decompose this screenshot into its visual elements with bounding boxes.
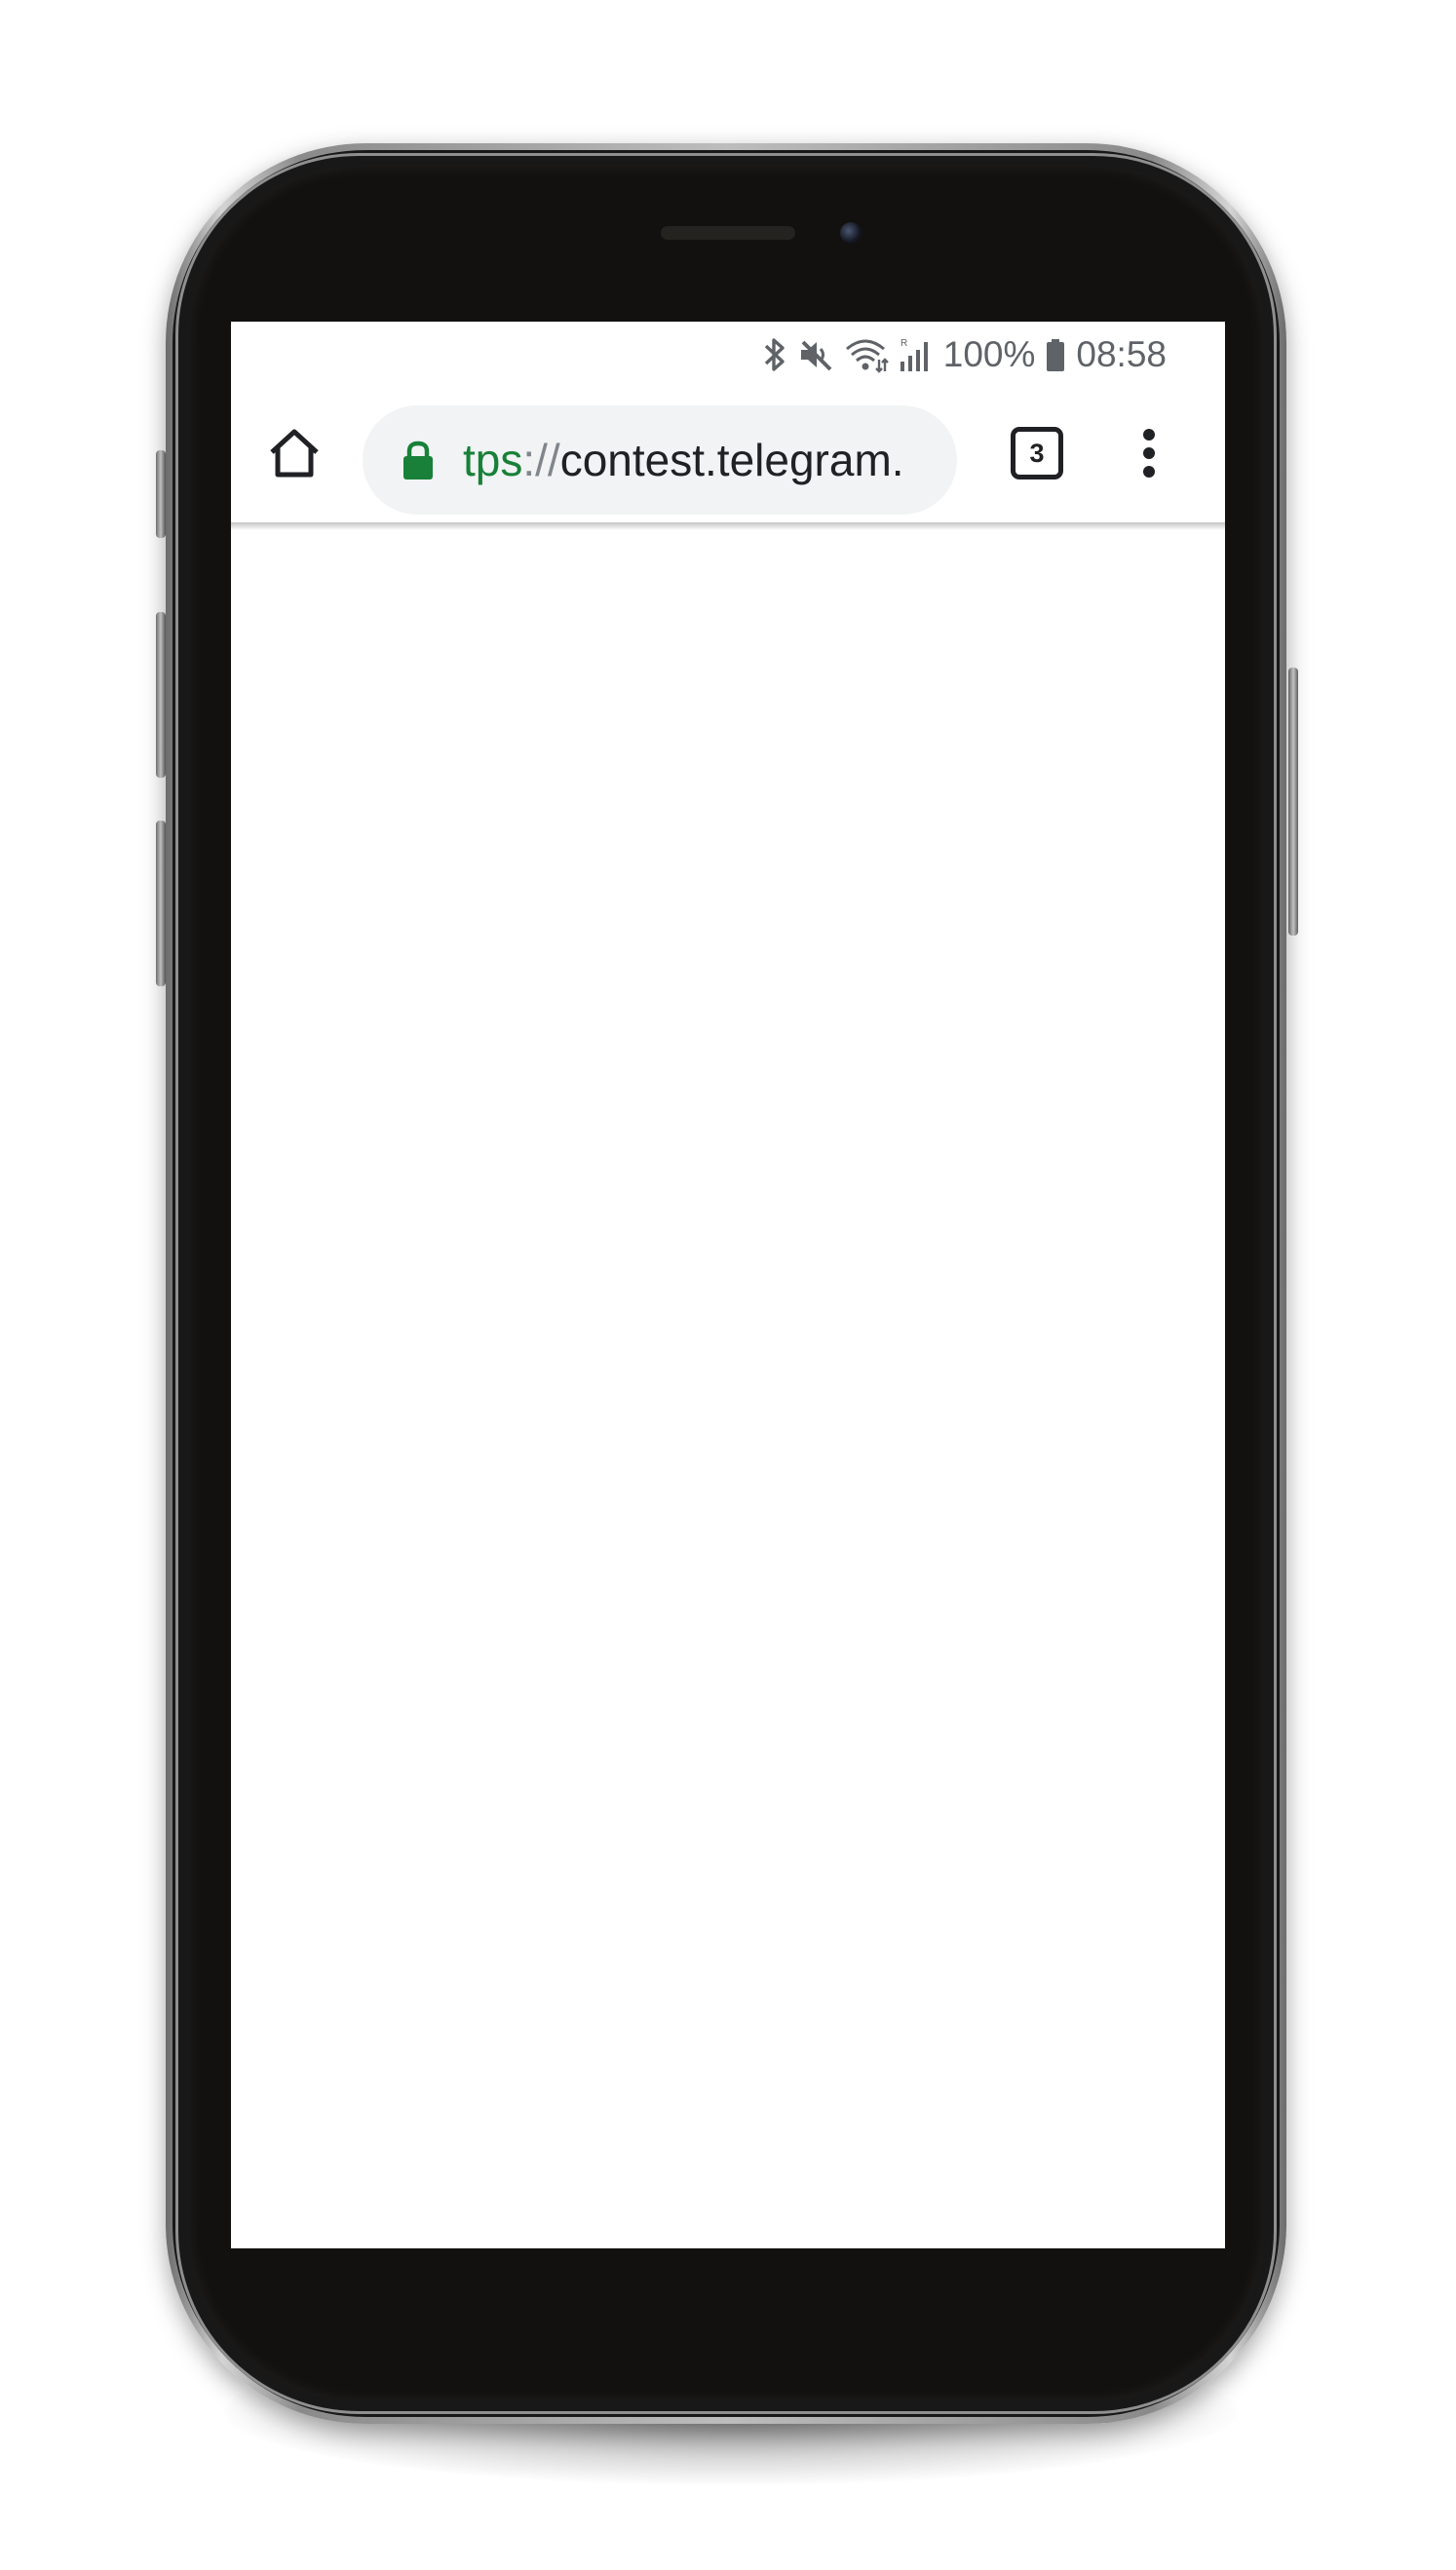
phone-volume-down-button (156, 821, 166, 986)
browser-toolbar: tps://contest.telegram. 3 (231, 386, 1225, 522)
address-bar[interactable]: tps://contest.telegram. (363, 405, 957, 515)
status-icons: R 100% 08:58 (762, 335, 1167, 374)
svg-text:R: R (900, 338, 907, 349)
phone-power-button (1288, 668, 1298, 936)
lock-icon (403, 441, 433, 479)
phone-volume-up-button (156, 612, 166, 778)
front-camera-icon (840, 222, 862, 244)
page-content-blank[interactable] (231, 530, 1225, 2248)
signal-icon: R (900, 338, 928, 371)
mute-icon (800, 340, 832, 371)
url-host: contest.telegram. (559, 435, 904, 485)
status-time: 08:58 (1076, 334, 1167, 374)
battery-percentage: 100% (942, 334, 1036, 374)
url-text[interactable]: tps://contest.telegram. (463, 433, 904, 487)
phone-screen: R 100% 08:58 tps://contest.telegram. (231, 322, 1225, 2248)
url-scheme: tps (463, 435, 523, 485)
url-separator: :// (522, 435, 560, 485)
toolbar-shadow (231, 522, 1225, 530)
tab-switcher-button[interactable]: 3 (1011, 427, 1063, 479)
bluetooth-icon (764, 338, 785, 371)
more-options-icon[interactable] (1137, 425, 1161, 481)
home-icon[interactable] (266, 425, 323, 481)
earpiece-speaker (661, 226, 795, 240)
phone-side-button (156, 450, 166, 538)
tab-count: 3 (1029, 438, 1045, 468)
phone-frame-highlight-ring (175, 153, 1277, 2414)
battery-icon (1047, 339, 1065, 371)
status-bar: R 100% 08:58 (231, 322, 1225, 386)
wifi-icon (845, 339, 889, 373)
